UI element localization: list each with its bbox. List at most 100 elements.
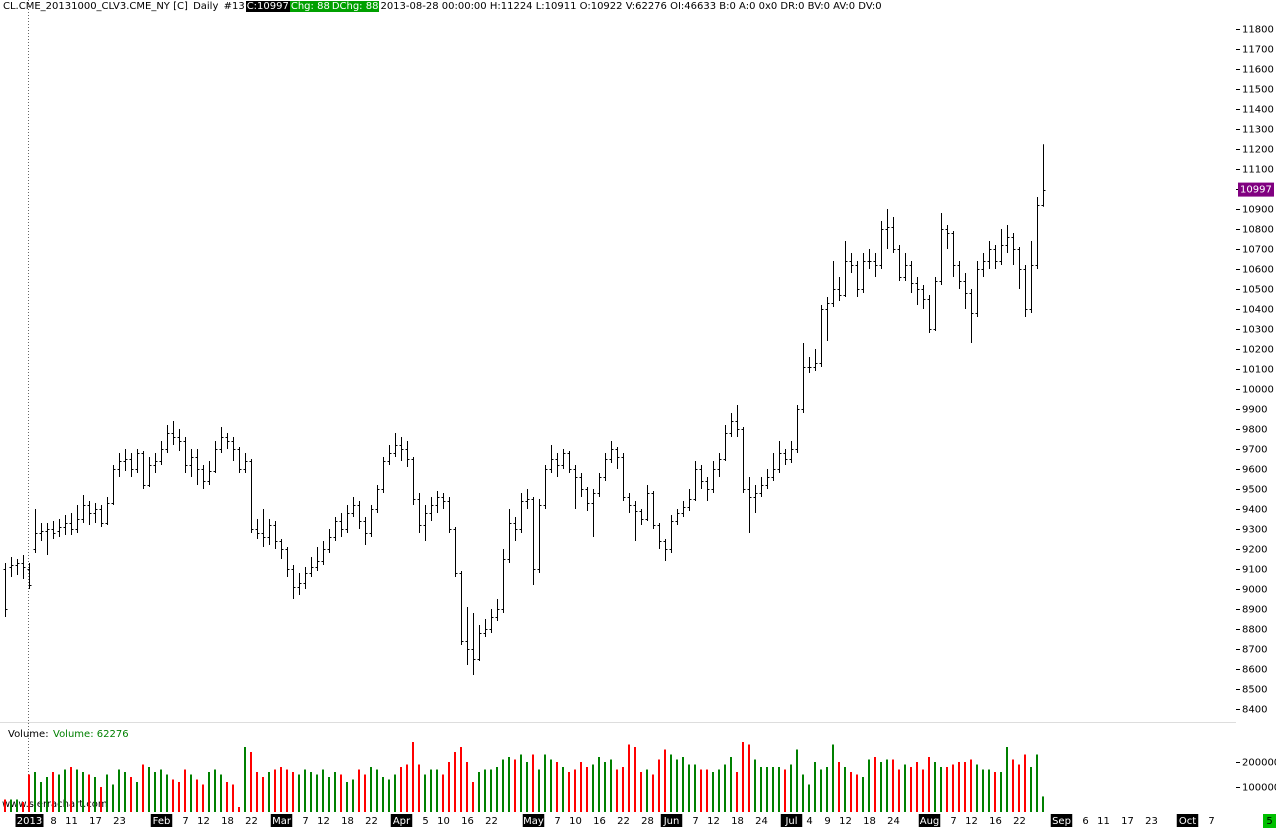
volume-bar <box>568 772 570 812</box>
period-box <box>150 814 173 827</box>
volume-bar <box>508 757 510 812</box>
volume-bar <box>100 787 102 812</box>
volume-bar <box>694 764 696 812</box>
volume-bar <box>160 769 162 812</box>
volume-bar <box>4 799 6 812</box>
volume-bar <box>646 769 648 812</box>
volume-bar <box>688 764 690 812</box>
volume-bar <box>232 784 234 812</box>
volume-bar <box>940 767 942 812</box>
volume-bar <box>556 762 558 812</box>
y-tick-label: 8700 <box>1242 645 1267 656</box>
x-tick-label: Jul <box>784 816 797 827</box>
volume-bar <box>58 774 60 812</box>
volume-bar <box>40 782 42 812</box>
volume-bar <box>604 762 606 812</box>
volume-bar <box>16 799 18 812</box>
x-tick-label: 18 <box>221 816 234 827</box>
volume-bar <box>424 774 426 812</box>
volume-bar <box>538 769 540 812</box>
volume-bar <box>352 779 354 812</box>
volume-bar <box>532 754 534 812</box>
interval: Daily <box>193 1 219 12</box>
x-tick-label: 23 <box>1145 816 1158 827</box>
volume-bar <box>1024 754 1026 812</box>
volume-bar <box>1042 796 1044 812</box>
volume-bar <box>700 769 702 812</box>
volume-bar <box>286 769 288 812</box>
volume-bar <box>988 769 990 812</box>
volume-bar <box>1012 759 1014 812</box>
x-tick-label: 22 <box>1013 816 1026 827</box>
y-tick-label: 8500 <box>1242 685 1267 696</box>
volume-bar <box>742 742 744 812</box>
volume-bar <box>70 767 72 812</box>
volume-bar <box>376 769 378 812</box>
y-tick-label: 9300 <box>1242 525 1267 536</box>
volume-bar <box>34 772 36 812</box>
volume-bar <box>898 769 900 812</box>
volume-bar <box>274 769 276 812</box>
volume-bar <box>652 774 654 812</box>
volume-bar <box>550 759 552 812</box>
volume-bar <box>436 769 438 812</box>
x-tick-label: 9 <box>824 816 830 827</box>
y-tick-label: 10000 <box>1242 385 1274 396</box>
volume-bar <box>364 774 366 812</box>
x-tick-label: 12 <box>965 816 978 827</box>
x-tick-label: 18 <box>863 816 876 827</box>
volume-bar <box>580 762 582 812</box>
details: 2013-08-28 00:00:00 H:11224 L:10911 O:10… <box>380 1 882 12</box>
volume-bar <box>178 782 180 812</box>
volume-bar <box>124 772 126 812</box>
x-tick-label: 11 <box>1097 816 1110 827</box>
volume-tick-label: 100000 <box>1242 783 1276 794</box>
volume-bar <box>718 769 720 812</box>
volume-bar <box>862 777 864 812</box>
volume-bar <box>598 757 600 812</box>
volume-bar <box>478 772 480 812</box>
period-box <box>522 814 545 827</box>
x-tick-label: 7 <box>1208 816 1214 827</box>
volume-bar <box>496 767 498 812</box>
y-tick-label: 11200 <box>1242 145 1274 156</box>
volume-bar <box>466 762 468 812</box>
y-tick-label: 11500 <box>1242 85 1274 96</box>
volume-bar <box>982 769 984 812</box>
corner-box <box>1263 814 1276 828</box>
volume-bar <box>430 769 432 812</box>
x-tick-label: 11 <box>65 816 78 827</box>
volume-bar <box>184 769 186 812</box>
volume-bar <box>142 764 144 812</box>
volume-bar <box>304 769 306 812</box>
volume-bar <box>340 774 342 812</box>
period-box <box>1176 814 1199 827</box>
volume-bar <box>346 782 348 812</box>
volume-bar <box>250 752 252 812</box>
y-tick-label: 9200 <box>1242 545 1267 556</box>
volume-bar <box>640 772 642 812</box>
volume-bar <box>658 759 660 812</box>
y-tick-label: 10400 <box>1242 305 1274 316</box>
volume-bar <box>562 767 564 812</box>
volume-bar <box>460 747 462 812</box>
x-tick-label: May <box>523 816 544 827</box>
volume-bar <box>760 767 762 812</box>
x-tick-label: 5 <box>422 816 428 827</box>
volume-bar <box>382 777 384 812</box>
volume-bar <box>448 762 450 812</box>
volume-bar <box>952 764 954 812</box>
x-tick-label: 18 <box>731 816 744 827</box>
header: CL.CME_20131000_CLV3.CME_NY [C] Daily #1… <box>2 0 883 14</box>
volume-bar <box>394 774 396 812</box>
volume-bar <box>520 754 522 812</box>
volume-bar <box>514 759 516 812</box>
y-tick-label: 9100 <box>1242 565 1267 576</box>
x-tick-label: Mar <box>272 816 292 827</box>
volume-bar <box>1006 747 1008 812</box>
period-box <box>660 814 683 827</box>
y-tick-label: 9500 <box>1242 485 1267 496</box>
volume-bar <box>226 782 228 812</box>
volume-bar <box>412 742 414 812</box>
volume-bar <box>934 762 936 812</box>
